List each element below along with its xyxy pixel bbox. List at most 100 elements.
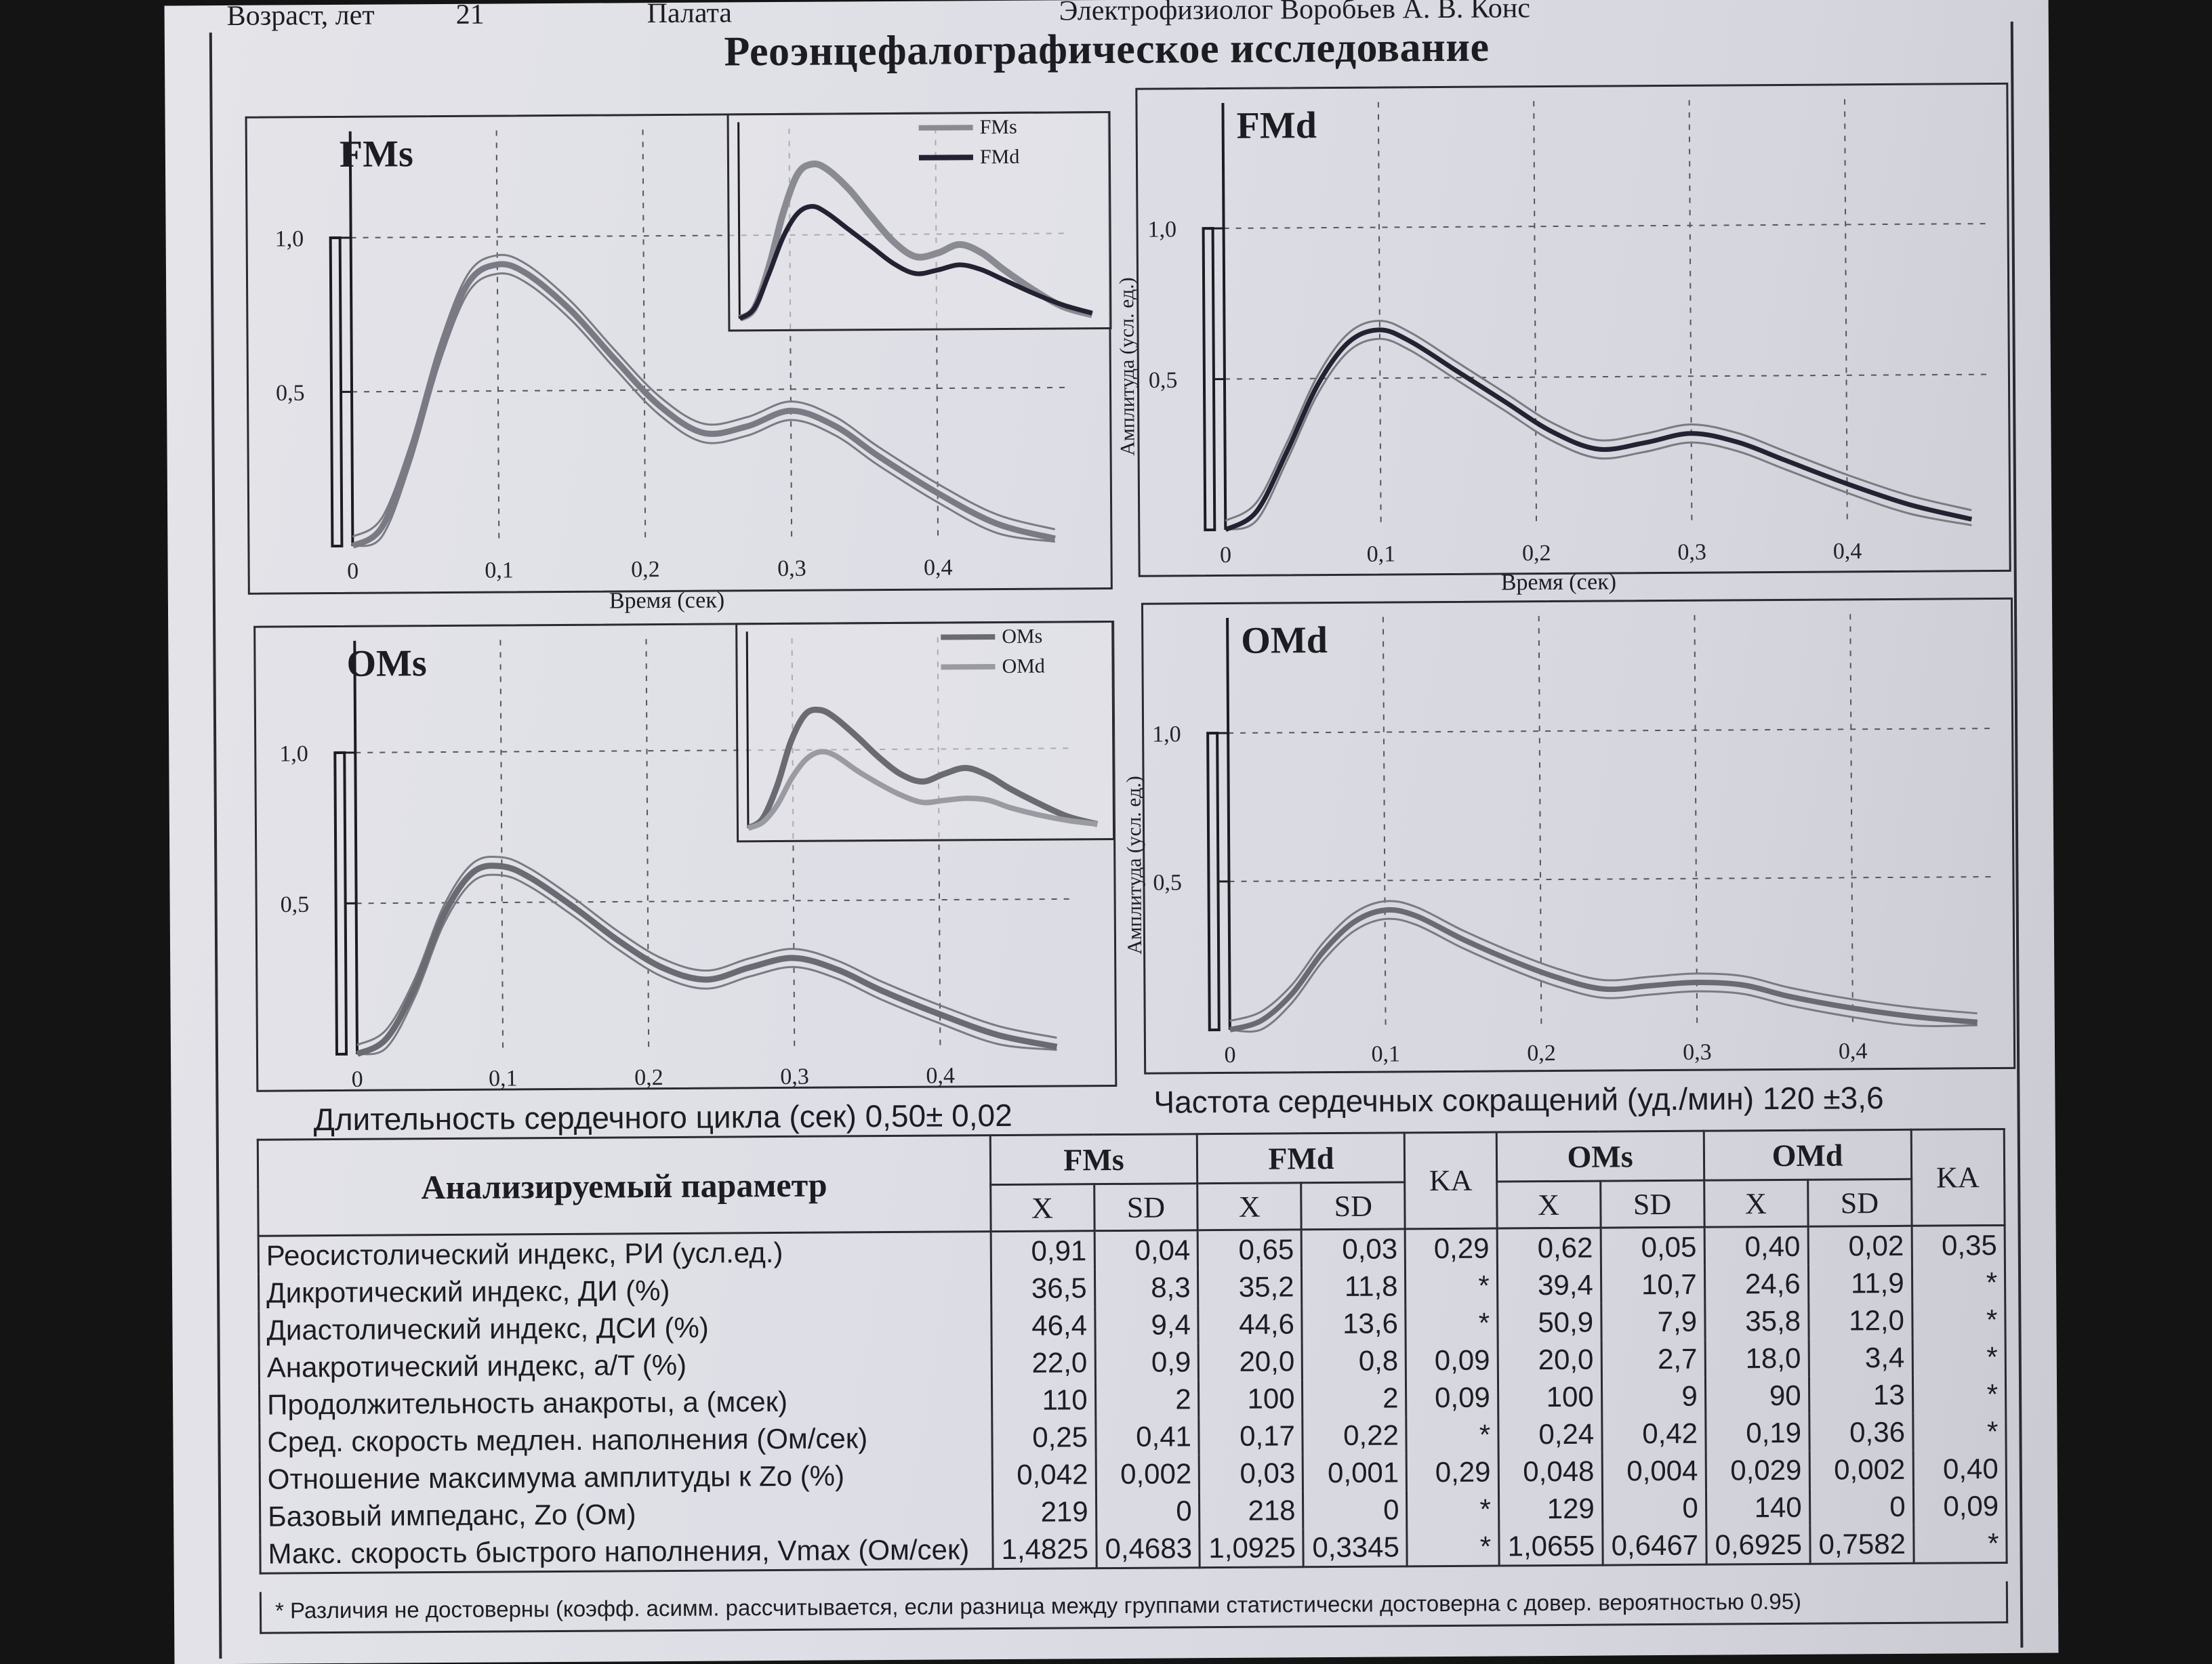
legend-swatch-dark bbox=[919, 154, 973, 160]
calibration-bar bbox=[1208, 733, 1219, 1030]
param-value: 39,4 bbox=[1497, 1266, 1601, 1304]
series-line-oms bbox=[356, 862, 1057, 1054]
param-value: * bbox=[1912, 1413, 2006, 1451]
param-value: 0,002 bbox=[1809, 1451, 1913, 1489]
param-value: 12,0 bbox=[1808, 1302, 1912, 1339]
x-tick-label: 0,4 bbox=[924, 555, 953, 580]
param-value: 0,36 bbox=[1809, 1413, 1912, 1451]
param-value: 0,25 bbox=[991, 1418, 1095, 1456]
y-tick-label: 1,0 bbox=[275, 226, 304, 251]
grid-line-v bbox=[1850, 614, 1853, 1026]
param-value: * bbox=[1912, 1301, 2005, 1339]
param-value: 24,6 bbox=[1704, 1265, 1808, 1303]
y-tick-label: 1,0 bbox=[1152, 722, 1181, 747]
param-value: 2,7 bbox=[1601, 1340, 1705, 1378]
param-name: Диастолический индекс, ДСИ (%) bbox=[259, 1307, 991, 1349]
param-value: 0,29 bbox=[1406, 1228, 1498, 1267]
series-line-fmd bbox=[1225, 327, 1972, 530]
param-value: 0,35 bbox=[1912, 1225, 2005, 1264]
sd-band-lower bbox=[356, 871, 1057, 1054]
y-tick-label: 1,0 bbox=[1147, 217, 1176, 242]
inset-axis bbox=[739, 122, 740, 318]
grid-line-h bbox=[352, 388, 1069, 392]
param-value: 18,0 bbox=[1705, 1339, 1809, 1377]
param-value: 129 bbox=[1498, 1490, 1602, 1528]
param-value: 0,65 bbox=[1198, 1230, 1302, 1268]
x-tick-label: 0 bbox=[1220, 543, 1231, 568]
ward-label: Палата bbox=[647, 0, 732, 30]
x-tick-label: 0,1 bbox=[485, 558, 514, 583]
report-sheet: Возраст, лет 21 Палата Электрофизиолог В… bbox=[165, 0, 2059, 1664]
y-axis bbox=[350, 131, 353, 546]
sub-header-sd: SD bbox=[1600, 1180, 1704, 1228]
param-name: Реосистолический индекс, РИ (усл.ед.) bbox=[258, 1232, 991, 1274]
param-value: 0,6925 bbox=[1706, 1526, 1809, 1564]
param-value: 20,0 bbox=[1498, 1341, 1601, 1379]
param-value: 0,17 bbox=[1199, 1417, 1303, 1455]
panel-title-oms: OMs bbox=[346, 642, 427, 686]
param-value: 0,02 bbox=[1808, 1226, 1912, 1264]
y-axis-label-omd: Амплитуда (усл. ед.) bbox=[1123, 776, 1147, 955]
param-value: * bbox=[1407, 1528, 1499, 1566]
param-value: 0,03 bbox=[1200, 1454, 1303, 1492]
age-value: 21 bbox=[455, 0, 484, 31]
inset-om-legend: OMs OMd bbox=[941, 622, 1045, 682]
param-value: 9 bbox=[1601, 1377, 1705, 1415]
param-value: 0,24 bbox=[1498, 1415, 1602, 1453]
grid-line-v bbox=[1378, 102, 1381, 529]
param-value: 0,04 bbox=[1094, 1230, 1198, 1269]
grid-line-v bbox=[646, 639, 649, 1052]
param-value: 35,2 bbox=[1198, 1268, 1302, 1306]
grid-line-v bbox=[1383, 617, 1386, 1029]
inset-series-b bbox=[739, 205, 1092, 318]
param-header: Анализируемый параметр bbox=[258, 1136, 990, 1236]
y-tick-label: 0,5 bbox=[276, 381, 305, 406]
group-header-ka-1: KA bbox=[1405, 1132, 1497, 1229]
y-axis bbox=[354, 641, 357, 1054]
param-name: Продолжительность анакроты, a (мсек) bbox=[259, 1381, 991, 1423]
param-value: 0,91 bbox=[991, 1231, 1094, 1270]
y-tick-label: 1,0 bbox=[279, 741, 308, 766]
param-value: 0,048 bbox=[1498, 1453, 1602, 1491]
param-value: 0,62 bbox=[1497, 1228, 1601, 1266]
grid-line-v bbox=[497, 131, 499, 545]
x-tick-label: 0,3 bbox=[1683, 1040, 1712, 1065]
sub-header-sd: SD bbox=[1301, 1182, 1405, 1230]
param-value: 0 bbox=[1809, 1488, 1913, 1526]
param-value: 0,09 bbox=[1913, 1487, 2007, 1525]
x-tick-label: 0,2 bbox=[1522, 541, 1551, 566]
calibration-bar bbox=[331, 238, 342, 546]
y-tick-label: 0,5 bbox=[281, 892, 310, 917]
sub-header-x: X bbox=[1496, 1181, 1600, 1228]
x-axis-label-fms: Время (сек) bbox=[609, 587, 724, 614]
param-value: 13,6 bbox=[1302, 1304, 1406, 1342]
sub-header-x: X bbox=[990, 1184, 1094, 1232]
parameters-table: Анализируемый параметр FMs FMd KA OMs OM… bbox=[257, 1128, 2008, 1575]
param-value: 0 bbox=[1602, 1489, 1706, 1527]
grid-line-h bbox=[1224, 224, 1986, 228]
param-value: 140 bbox=[1706, 1489, 1809, 1526]
x-tick-label: 0 bbox=[347, 559, 359, 584]
inset-om-overlay: OMs OMd bbox=[735, 621, 1115, 842]
inset-series-b bbox=[747, 750, 1097, 828]
param-value: 110 bbox=[991, 1381, 1095, 1419]
param-name: Макс. скорость быстрого наполнения, Vmax… bbox=[260, 1531, 993, 1573]
param-value: 11,8 bbox=[1302, 1267, 1406, 1305]
sd-band-lower bbox=[1225, 335, 1972, 530]
param-value: 0,3345 bbox=[1303, 1528, 1407, 1566]
param-value: 36,5 bbox=[991, 1269, 1094, 1307]
legend-swatch-light bbox=[941, 664, 996, 669]
param-value: 0,42 bbox=[1601, 1415, 1705, 1453]
x-tick-label: 0,2 bbox=[1527, 1041, 1556, 1066]
param-value: * bbox=[1913, 1524, 2007, 1563]
param-value: 0,09 bbox=[1406, 1379, 1498, 1417]
x-tick-label: 0,3 bbox=[777, 556, 806, 581]
heart-rate: Частота сердечных сокращений (уд./мин) 1… bbox=[1153, 1079, 1883, 1121]
param-value: 0 bbox=[1303, 1491, 1407, 1528]
x-axis-label-fmd: Время (сек) bbox=[1501, 569, 1616, 596]
grid-line-h bbox=[1229, 877, 1992, 881]
x-tick-label: 0,3 bbox=[1677, 540, 1706, 565]
